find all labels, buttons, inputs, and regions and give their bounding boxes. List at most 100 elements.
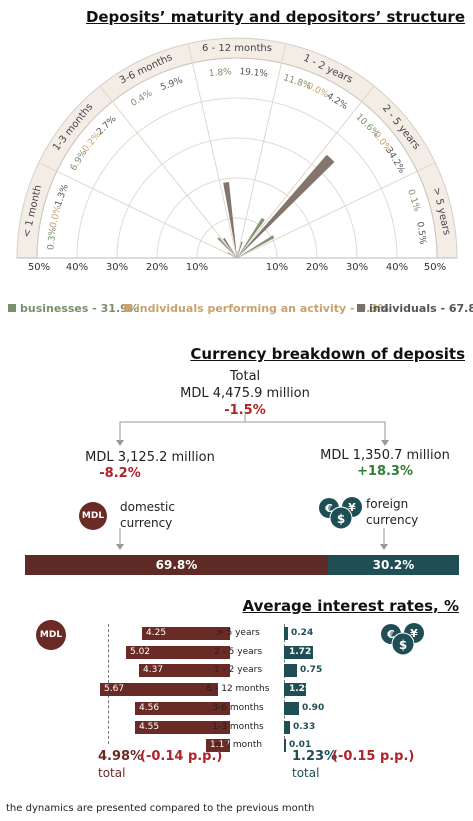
breakdown-connector-lines (116, 414, 389, 550)
foreign-label-line2: currency (366, 513, 419, 527)
maturity-chart-title: Deposits’ maturity and depositors’ struc… (85, 8, 465, 26)
axis-tick-label: 20% (146, 262, 168, 273)
rate-category-label: 3-6 months (212, 702, 264, 713)
legend-label: businesses - 31.9% (20, 302, 139, 315)
footnote: the dynamics are presented compared to t… (6, 803, 315, 814)
mdl-rate-bar (135, 720, 230, 734)
foreign-rate-bar (284, 720, 290, 734)
series-wedge (231, 257, 237, 258)
currency-share-bar: 69.8% 30.2% (25, 555, 459, 575)
svg-text:¥: ¥ (410, 627, 418, 640)
foreign-change: +18.3% (357, 464, 413, 479)
mdl-rates-icon: MDL (36, 620, 66, 650)
rate-category-label: < 1 month (213, 740, 263, 751)
foreign-total-value: 1.23% (292, 749, 338, 764)
foreign-share-label: 30.2% (372, 558, 415, 572)
mdl-rate-label: 4.56 (139, 702, 160, 713)
series-wedge (237, 217, 265, 258)
series-wedge (223, 237, 237, 258)
value-label: 5.9% (159, 75, 184, 93)
grid-ring (116, 137, 358, 259)
foreign-rate-bar (284, 664, 297, 678)
series-wedge (227, 252, 237, 258)
mdl-rate-bar (206, 739, 230, 753)
value-label: 0.4% (129, 88, 154, 109)
legend-individuals-activity: individuals performing an activity - 0.3… (124, 302, 389, 315)
grid-ring (156, 177, 318, 259)
interest-rates-title: Average interest rates, % (242, 597, 459, 615)
mdl-rate-bar (135, 701, 230, 715)
grid-ring (76, 97, 398, 259)
mdl-total-change: (-0.14 p.p.) (140, 749, 223, 764)
mdl-rate-label: 4.37 (143, 665, 164, 676)
domestic-label-line2: currency (120, 516, 173, 530)
foreign-rate-label: 1.29 (289, 684, 312, 695)
legend-swatch (8, 304, 16, 312)
sector-divider (236, 43, 287, 259)
foreign-value: MDL 1,350.7 million (320, 448, 450, 463)
mdl-rate-label: 5.67 (104, 684, 125, 695)
foreign-rate-label: 1.72 (289, 646, 312, 657)
foreign-rate-label: 0.33 (293, 721, 316, 732)
mdl-rate-label: 5.02 (130, 646, 151, 657)
sector-divider (236, 85, 375, 259)
foreign-rate-bar (284, 627, 288, 640)
axis-tick-label: 40% (66, 262, 88, 273)
sector-divider (99, 85, 238, 259)
total-value: MDL 4,475.9 million (180, 386, 310, 401)
domestic-change: -8.2% (99, 466, 141, 481)
foreign-currency-icon: € ¥ $ (319, 497, 362, 530)
series-wedge (237, 250, 239, 258)
rate-category-label: 6 - 12 months (206, 684, 270, 695)
foreign-rate-label: 0.01 (289, 740, 312, 751)
series-wedge (217, 237, 237, 258)
domestic-share-label: 69.8% (155, 558, 198, 572)
grid-ring-outer (36, 57, 438, 259)
rate-category-label: 1 - 2 years (213, 665, 263, 676)
foreign-total-change: (-0.15 p.p.) (332, 749, 415, 764)
series-wedge (237, 241, 243, 258)
svg-text:¥: ¥ (348, 501, 356, 514)
axis-tick-label: 50% (424, 262, 446, 273)
axis-tick-label: 10% (266, 262, 288, 273)
value-label: 0.5% (414, 221, 427, 245)
mdl-rate-label: 4.55 (139, 721, 160, 732)
legend-swatch (124, 304, 132, 312)
rate-category-label: > 5 years (216, 628, 260, 638)
foreign-rate-bar (284, 683, 306, 697)
value-label: 0.1% (405, 188, 422, 213)
domestic-value: MDL 3,125.2 million (85, 450, 215, 465)
axis-tick-label: 10% (186, 262, 208, 273)
mdl-rate-bar (139, 664, 230, 678)
series-wedge (237, 154, 335, 258)
series-wedge (237, 235, 275, 258)
axis-tick-label: 50% (28, 262, 50, 273)
value-label: 19.1% (239, 67, 269, 80)
svg-text:$: $ (337, 512, 345, 526)
legend-individuals: individuals - 67.8% (357, 302, 473, 315)
value-label: 1.3% (54, 183, 71, 208)
domestic-share-bar: 69.8% (25, 555, 328, 575)
axis-tick-label: 20% (306, 262, 328, 273)
series-wedge (236, 257, 237, 258)
foreign-rate-bar (284, 645, 313, 659)
rate-category-label: 1-3 months (212, 721, 264, 732)
foreign-rate-label: 0.24 (291, 628, 314, 638)
mdl-total-value: 4.98% (98, 749, 144, 764)
mdl-currency-icon: MDL (79, 502, 107, 530)
mdl-rate-label: 1.17 (210, 740, 231, 751)
series-wedge (223, 182, 237, 258)
foreign-rate-label: 0.90 (302, 702, 325, 713)
value-label: 34.2% (383, 146, 407, 176)
legend-label: individuals - 67.8% (369, 302, 473, 315)
sector-divider (187, 43, 238, 259)
value-label: 4.2% (325, 91, 350, 112)
grid-ring (196, 217, 278, 259)
axis-tick-label: 30% (106, 262, 128, 273)
foreign-rate-bar (284, 701, 299, 715)
foreign-rate-bar (284, 739, 286, 753)
legend-label: individuals performing an activity - 0.3… (136, 302, 389, 315)
svg-text:€: € (386, 628, 395, 641)
currency-breakdown-title: Currency breakdown of deposits (190, 345, 465, 363)
